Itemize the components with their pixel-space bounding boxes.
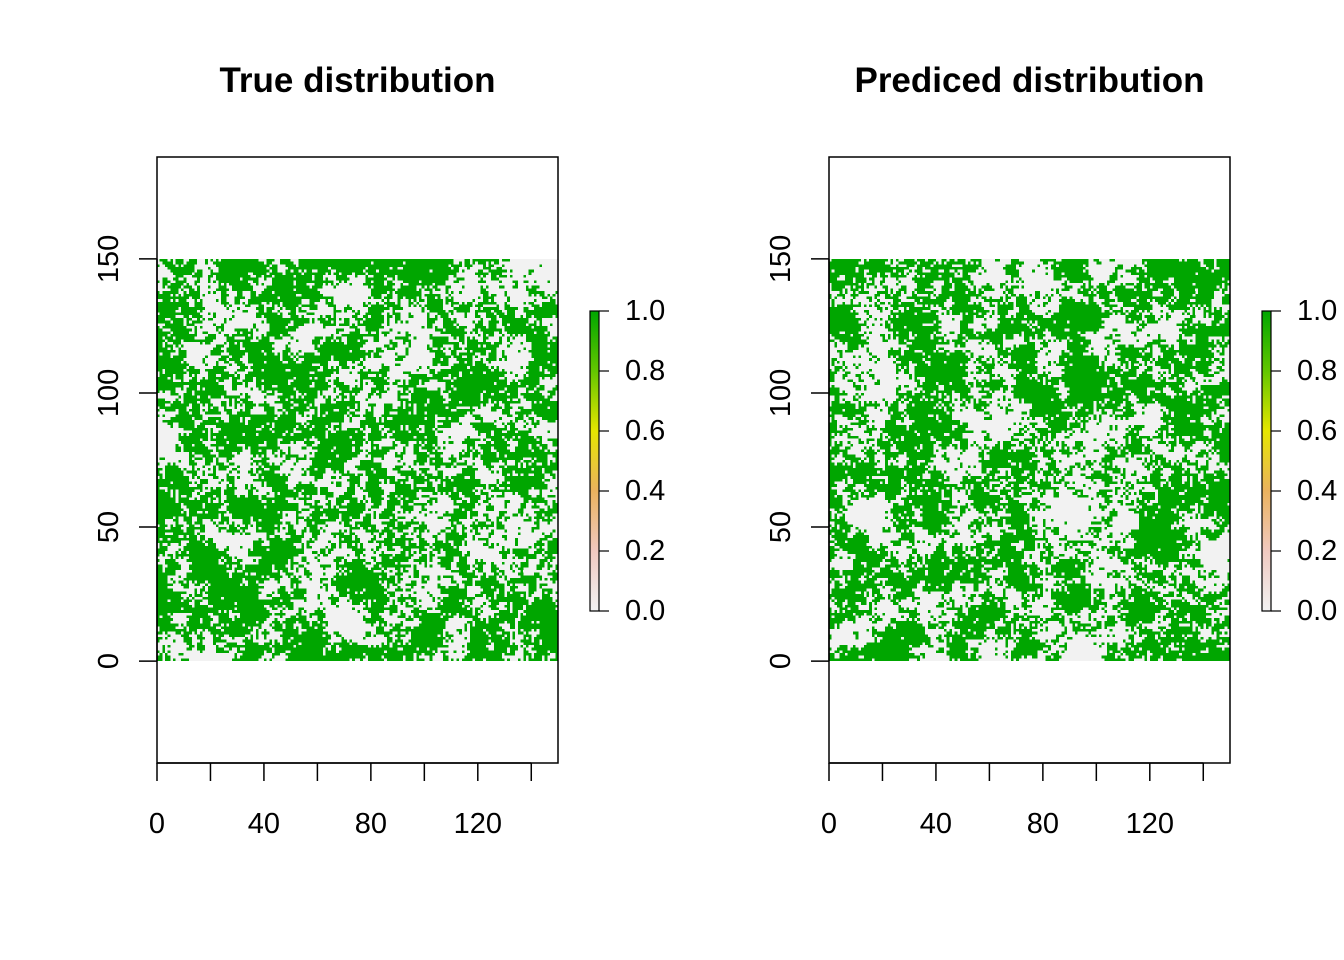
- colorbar-legend: 0.0 0.2 0.4 0.6 0.8 1.0: [589, 295, 665, 627]
- colorbar-tick-label: 0.0: [1297, 595, 1337, 627]
- y-tick-label: 0: [765, 653, 797, 669]
- y-axis: 0 50 100 150: [765, 235, 830, 669]
- y-axis: 0 50 100 150: [93, 235, 158, 669]
- x-axis: 0 40 80 120: [821, 762, 1205, 840]
- x-tick-label: 40: [248, 808, 280, 840]
- colorbar-tick-label: 0.6: [625, 415, 665, 447]
- colorbar-tick-label: 0.4: [1297, 475, 1337, 507]
- y-tick-label: 100: [93, 369, 125, 417]
- x-tick-label: 0: [821, 808, 837, 840]
- panel-1: True distribution 0 40 80 120 0 50 100 150 0.0 0.2…: [93, 61, 665, 840]
- y-tick-label: 50: [93, 511, 125, 543]
- colorbar-tick-label: 0.0: [625, 595, 665, 627]
- colorbar-tick-label: 0.8: [1297, 355, 1337, 387]
- y-tick-label: 50: [765, 511, 797, 543]
- colorbar-tick-label: 1.0: [1297, 295, 1337, 327]
- x-tick-label: 80: [355, 808, 387, 840]
- colorbar-tick-label: 0.8: [625, 355, 665, 387]
- panel-2: Prediced distribution 0 40 80 120 0 50 100 150 0.…: [765, 61, 1337, 840]
- y-tick-label: 0: [93, 653, 125, 669]
- y-tick-label: 150: [765, 235, 797, 283]
- raster-presence-cells: [157, 258, 558, 662]
- raster: [829, 258, 1230, 662]
- y-tick-label: 150: [93, 235, 125, 283]
- colorbar-tick-label: 1.0: [625, 295, 665, 327]
- colorbar: [1261, 310, 1272, 612]
- colorbar-tick-label: 0.2: [1297, 535, 1337, 567]
- colorbar-legend: 0.0 0.2 0.4 0.6 0.8 1.0: [1261, 295, 1337, 627]
- raster: [157, 258, 558, 662]
- x-tick-label: 40: [920, 808, 952, 840]
- x-tick-label: 80: [1027, 808, 1059, 840]
- chart-title: Prediced distribution: [854, 61, 1204, 100]
- chart-title: True distribution: [219, 61, 495, 100]
- colorbar-tick-label: 0.6: [1297, 415, 1337, 447]
- y-tick-label: 100: [765, 369, 797, 417]
- colorbar-tick-label: 0.2: [625, 535, 665, 567]
- x-axis: 0 40 80 120: [149, 762, 533, 840]
- colorbar-tick-label: 0.4: [625, 475, 665, 507]
- colorbar: [589, 310, 600, 612]
- raster-presence-cells: [829, 258, 1230, 662]
- x-tick-label: 120: [454, 808, 502, 840]
- x-tick-label: 0: [149, 808, 165, 840]
- x-tick-label: 120: [1126, 808, 1174, 840]
